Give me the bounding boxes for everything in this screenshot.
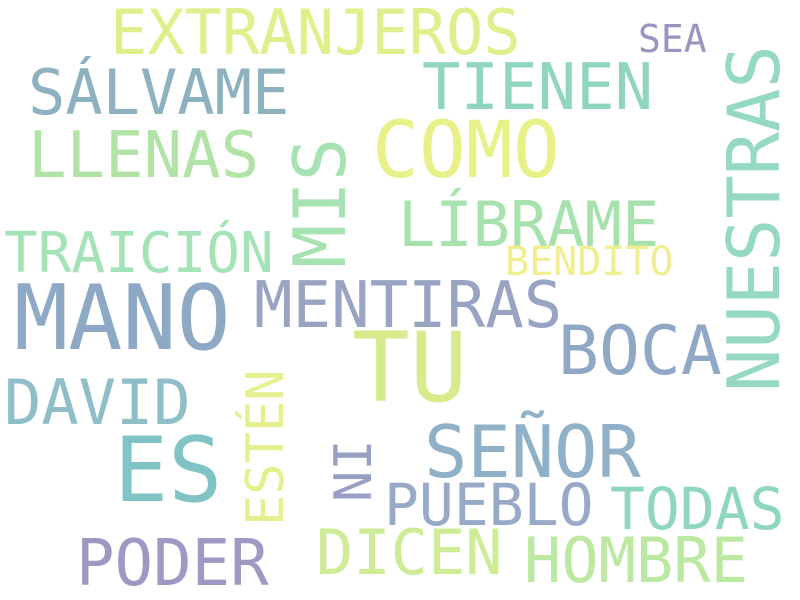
word-como: COMO	[372, 106, 560, 196]
word-traicion: TRAICIÓN	[4, 221, 274, 286]
word-mis: MIS	[278, 137, 362, 268]
word-librame: LÍBRAME	[398, 188, 660, 261]
word-tu: TU	[352, 312, 468, 424]
word-senor: SEÑOR	[424, 410, 641, 494]
word-boca: BOCA	[558, 312, 722, 391]
word-poder: PODER	[76, 527, 269, 600]
word-mentiras: MENTIRAS	[254, 269, 563, 343]
word-tienen: TIENEN	[422, 51, 654, 125]
word-hombre: HOMBRE	[524, 524, 748, 597]
word-extranjeros: EXTRANJEROS	[110, 0, 521, 69]
word-sea: SEA	[638, 17, 707, 61]
word-dicen: DICEN	[316, 516, 503, 589]
word-salvame: SÁLVAME	[28, 56, 290, 129]
word-mano: MANO	[14, 266, 231, 371]
word-david: DAVID	[4, 366, 191, 439]
word-todas: TODAS	[610, 475, 785, 543]
word-llenas: LLENAS	[28, 119, 260, 193]
word-nuestras: NUESTRAS	[712, 45, 796, 392]
word-bendito: BENDITO	[505, 239, 674, 285]
word-esten: ESTÉN	[236, 369, 296, 526]
word-es: ES	[114, 418, 223, 523]
word-ni: NI	[324, 439, 384, 502]
word-pueblo: PUEBLO	[384, 471, 594, 539]
